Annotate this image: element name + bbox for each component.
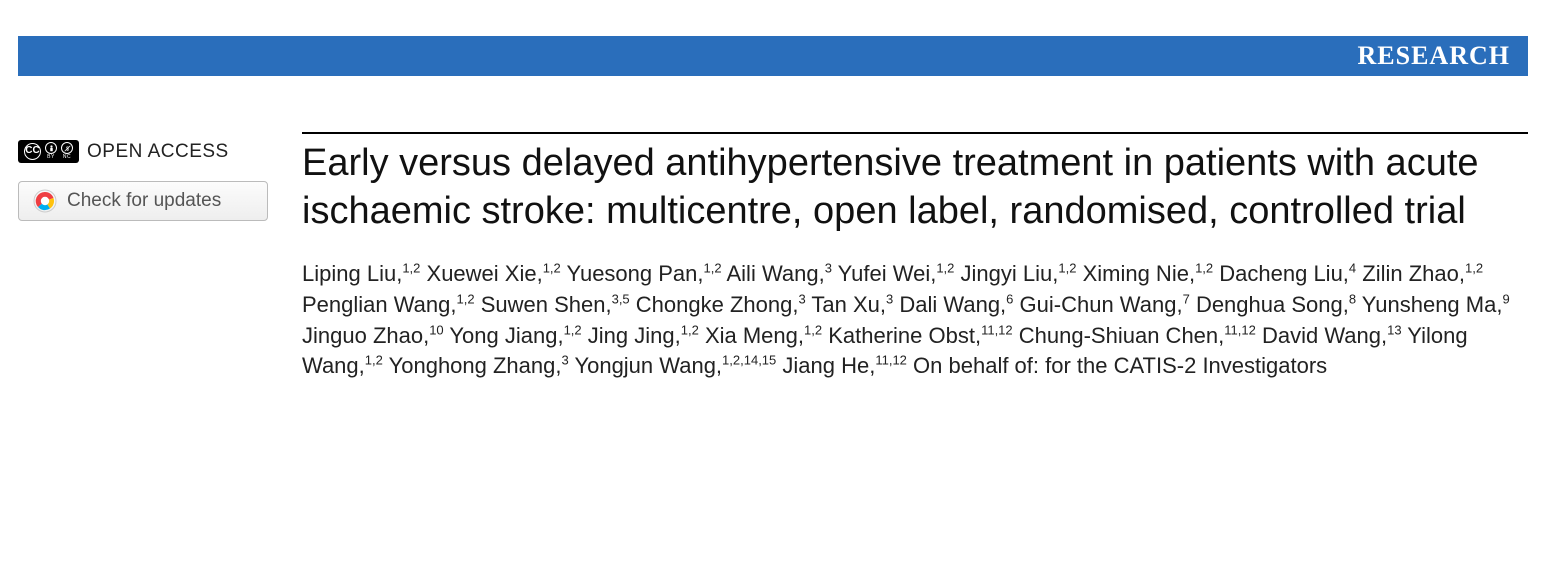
cc-by-icon: BY xyxy=(45,142,57,160)
section-banner: RESEARCH xyxy=(18,36,1528,76)
check-updates-label: Check for updates xyxy=(67,190,221,212)
sidebar: CC BY $ NC OPEN ACCESS xyxy=(18,132,280,382)
banner-label: RESEARCH xyxy=(1358,41,1510,71)
open-access-label: OPEN ACCESS xyxy=(87,141,229,163)
article-main: Early versus delayed antihypertensive tr… xyxy=(302,132,1528,382)
article-title: Early versus delayed antihypertensive tr… xyxy=(302,140,1528,235)
content-row: CC BY $ NC OPEN ACCESS xyxy=(18,132,1528,382)
check-updates-button[interactable]: Check for updates xyxy=(18,181,268,221)
author-list: Liping Liu,1,2 Xuewei Xie,1,2 Yuesong Pa… xyxy=(302,259,1528,382)
cc-nc-icon: $ NC xyxy=(61,142,73,160)
crossmark-icon xyxy=(33,189,57,213)
open-access-badge: CC BY $ NC OPEN ACCESS xyxy=(18,140,280,163)
cc-icon: CC xyxy=(24,143,41,160)
cc-license-icon: CC BY $ NC xyxy=(18,140,79,163)
